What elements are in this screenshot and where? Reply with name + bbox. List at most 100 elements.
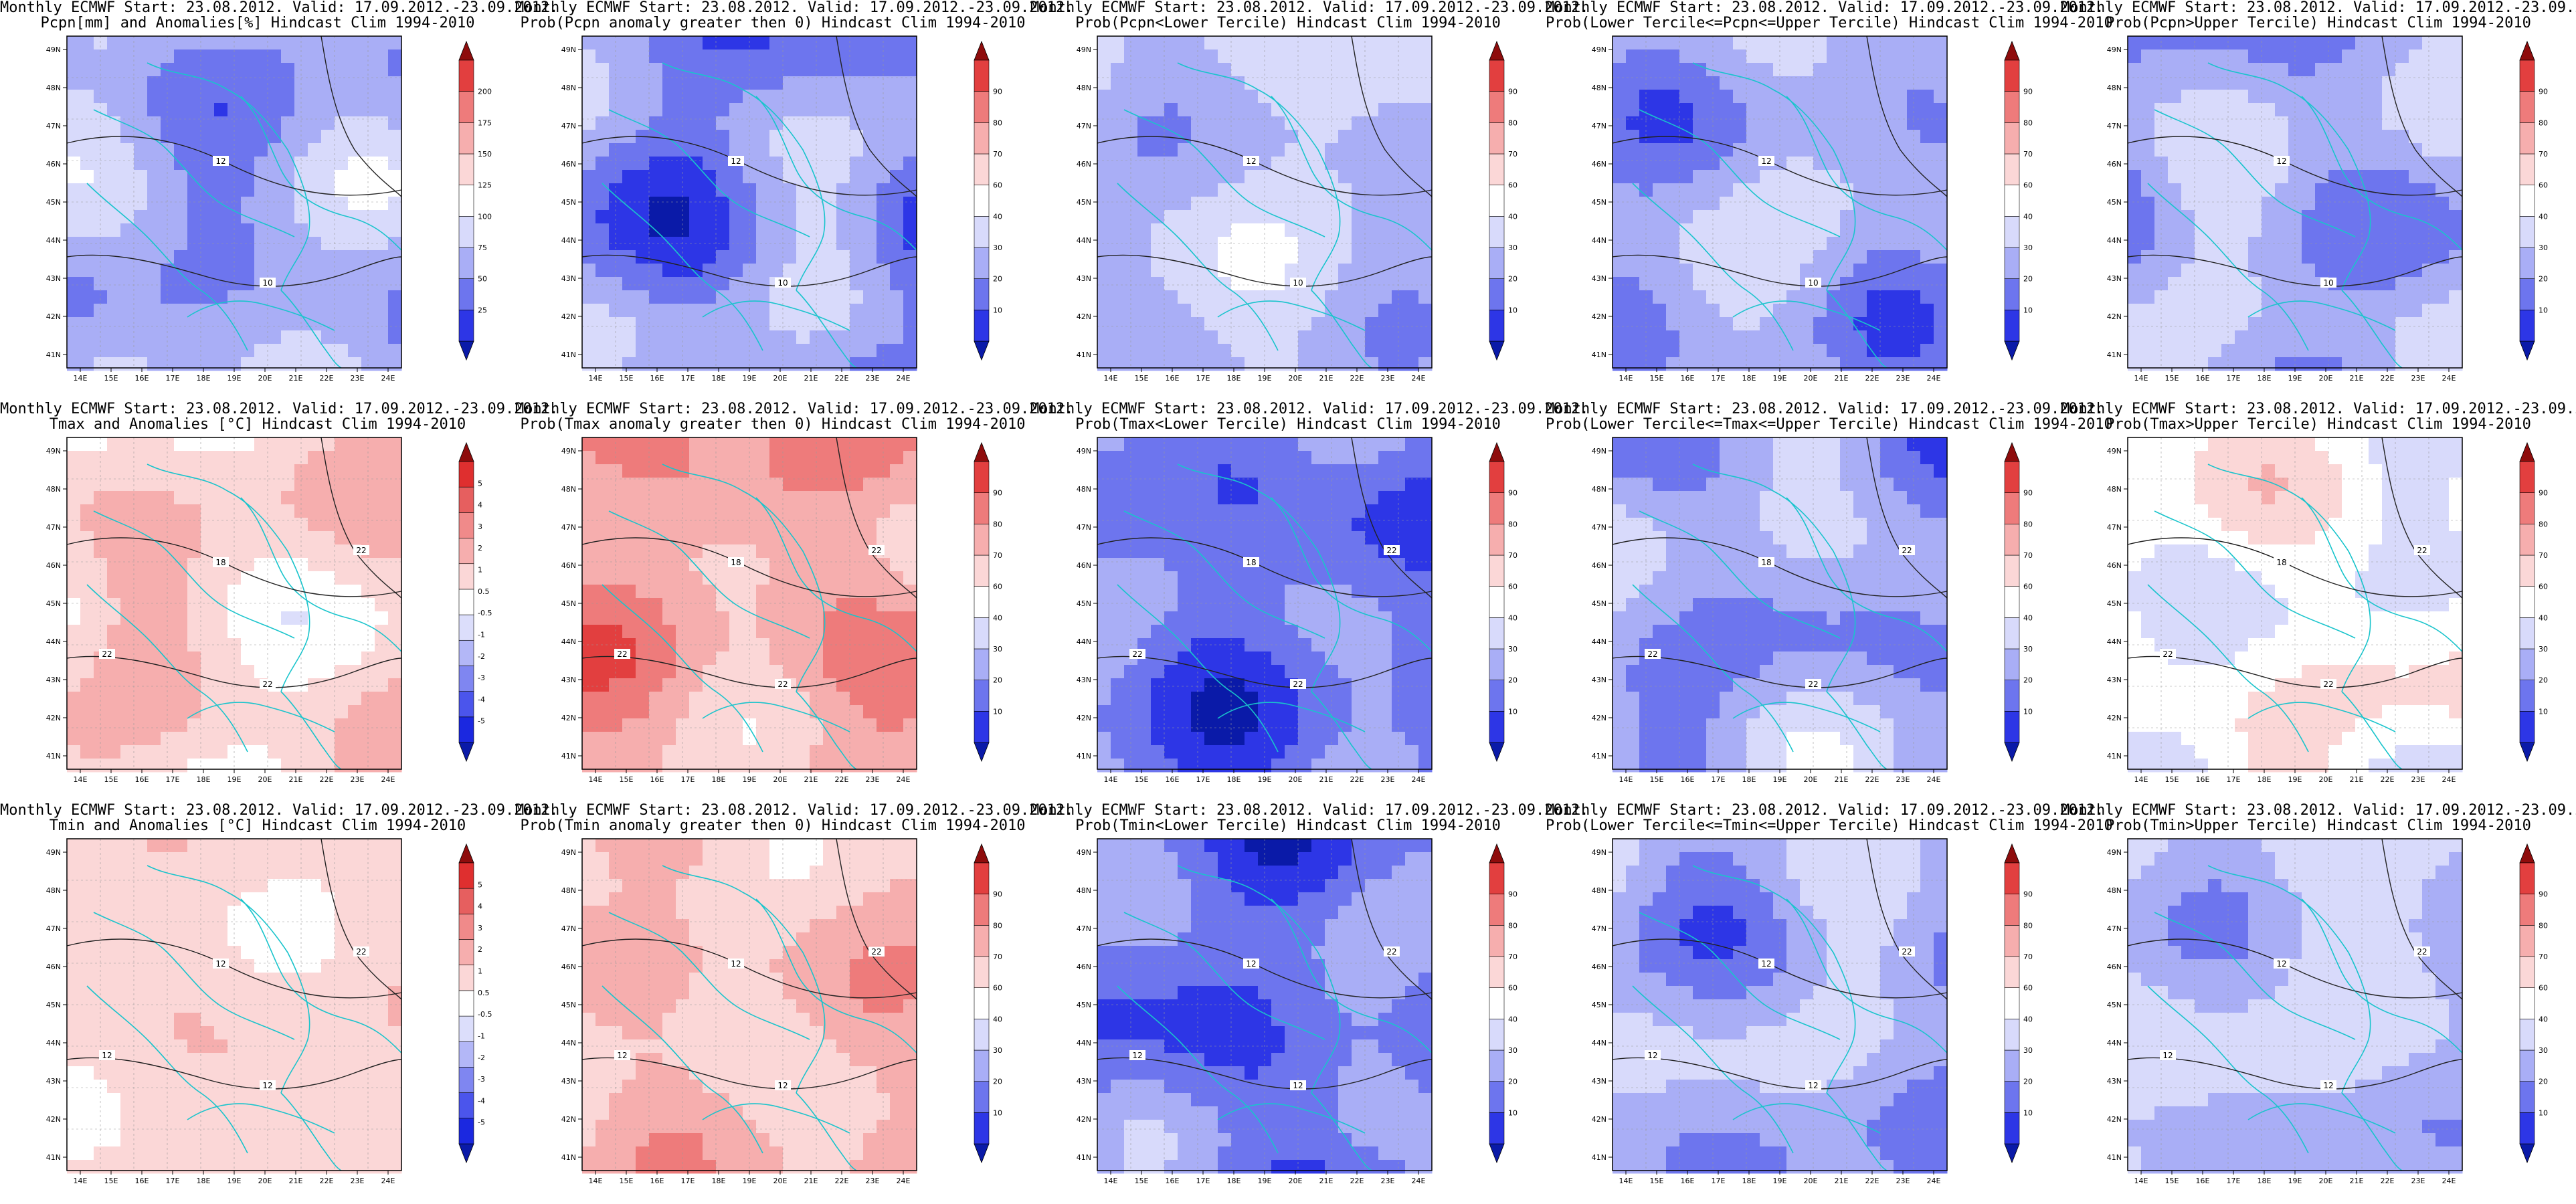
field-cell (783, 357, 797, 371)
field-cell (321, 478, 335, 492)
field-cell (388, 718, 402, 732)
panel-subtitle: Prob(Lower Tercile<=Pcpn<=Upper Tercile)… (1546, 15, 2113, 31)
field-cell (1365, 223, 1379, 237)
field-cell (2382, 330, 2396, 344)
field-cell (836, 651, 850, 666)
field-cell (1365, 157, 1379, 171)
field-cell (595, 611, 610, 625)
field-cell (134, 464, 148, 478)
field-cell (595, 317, 610, 331)
field-cell (796, 250, 810, 264)
field-cell (1231, 116, 1245, 130)
field-cell (783, 705, 797, 719)
field-cell (308, 317, 322, 331)
field-cell (201, 625, 215, 639)
field-cell (268, 304, 282, 318)
field-cell (769, 692, 784, 706)
field-cell (649, 304, 663, 318)
field-cell (107, 678, 121, 692)
field-cell (823, 665, 837, 679)
colorbar-segment (2519, 278, 2535, 310)
field-cell (1853, 250, 1867, 264)
field-cell (636, 665, 650, 679)
field-cell (2409, 130, 2423, 144)
field-cell (2128, 344, 2142, 358)
field-cell (2248, 344, 2262, 358)
x-tick-label: 24E (1927, 374, 1941, 383)
field-cell (1298, 317, 1312, 331)
field-cell (729, 665, 743, 679)
field-cell (308, 49, 322, 64)
field-cell (187, 330, 201, 344)
field-cell (348, 718, 362, 732)
field-cell (1258, 183, 1272, 197)
x-tick-label: 14E (1104, 374, 1118, 383)
field-cell (649, 598, 663, 612)
field-cell (174, 197, 188, 211)
field-cell (2181, 143, 2195, 157)
field-cell (2328, 317, 2342, 331)
field-cell (120, 451, 134, 465)
field-cell (2395, 36, 2409, 50)
field-cell (649, 651, 663, 666)
field-cell (348, 90, 362, 104)
field-cell (1124, 317, 1138, 331)
field-cell (2435, 250, 2450, 264)
field-cell (268, 437, 282, 452)
field-cell (1245, 317, 1259, 331)
field-cell (1405, 116, 1419, 130)
field-cell (1853, 317, 1867, 331)
field-cell (863, 330, 877, 344)
field-cell (161, 625, 175, 639)
field-cell (335, 63, 349, 77)
field-cell (1653, 357, 1667, 371)
field-cell (1137, 330, 1152, 344)
field-cell (147, 625, 161, 639)
field-cell (201, 103, 215, 117)
field-cell (321, 651, 335, 666)
field-cell (609, 705, 623, 719)
field-cell (595, 732, 610, 746)
field-cell (863, 277, 877, 291)
field-cell (1813, 157, 1827, 171)
field-cell (1813, 170, 1827, 184)
colorbar-segment (2519, 310, 2535, 342)
field-cell (321, 437, 335, 452)
field-cell (281, 491, 295, 505)
field-cell (1271, 317, 1285, 331)
field-cell (335, 183, 349, 197)
field-cell (134, 210, 148, 224)
field-cell (120, 464, 134, 478)
field-cell (622, 732, 636, 746)
field-cell (649, 678, 663, 692)
field-cell (796, 130, 810, 144)
field-cell (689, 491, 703, 505)
field-cell (1151, 317, 1165, 331)
field-cell (2141, 143, 2155, 157)
field-cell (636, 437, 650, 452)
border-line (702, 300, 850, 331)
field-cell (1746, 330, 1760, 344)
field-cell (1880, 143, 1894, 157)
field-cell (1338, 317, 1352, 331)
field-cell (1827, 170, 1841, 184)
field-cell (1786, 63, 1801, 77)
field-cell (836, 678, 850, 692)
field-cell (388, 732, 402, 746)
field-cell (810, 290, 824, 304)
field-cell (2248, 197, 2262, 211)
field-cell (1231, 63, 1245, 77)
field-cell (335, 625, 349, 639)
field-cell (595, 491, 610, 505)
field-cell (850, 223, 864, 237)
field-cell (1418, 63, 1433, 77)
field-cell (2369, 76, 2383, 90)
field-cell (1137, 210, 1152, 224)
field-cell (662, 143, 676, 157)
field-cell (1720, 170, 1734, 184)
field-cell (1137, 317, 1152, 331)
field-cell (1191, 210, 1205, 224)
x-tick-label: 24E (2442, 374, 2456, 383)
field-cell (254, 63, 268, 77)
field-cell (388, 611, 402, 625)
